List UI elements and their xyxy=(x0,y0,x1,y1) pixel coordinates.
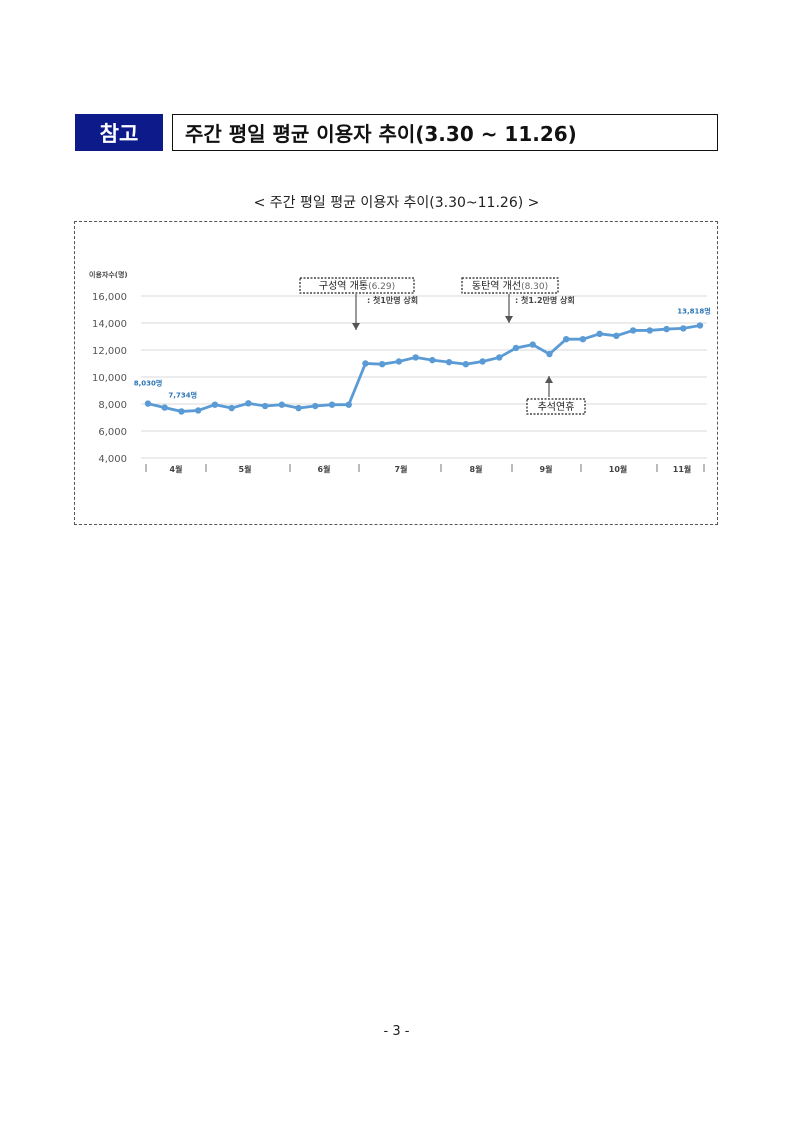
data-point xyxy=(462,360,470,368)
annotation-note: : 첫1.2만명 상회 xyxy=(515,295,575,305)
data-point xyxy=(144,400,152,407)
data-point xyxy=(512,344,520,352)
chart-frame: 이용자수(명) 4,000 6,000 8,000 10,000 12,000 14,000… xyxy=(74,221,718,525)
x-tick-label: 6월 xyxy=(318,464,331,474)
annotation-date: (6.29) xyxy=(368,282,395,292)
annotation-name: 동탄역 개선 xyxy=(472,280,521,292)
data-point xyxy=(328,401,336,408)
annotation-name: 구성역 개통 xyxy=(319,280,368,292)
x-tick-label: 10월 xyxy=(609,464,628,474)
data-point xyxy=(211,401,219,408)
annotation-arrow-head xyxy=(505,316,513,323)
x-tick-label: 8월 xyxy=(470,464,483,474)
data-point xyxy=(663,325,670,333)
data-point xyxy=(696,322,704,329)
data-point xyxy=(278,401,286,408)
data-point xyxy=(412,354,419,361)
data-point xyxy=(378,360,386,368)
data-point xyxy=(529,341,536,348)
x-tick-label: 9월 xyxy=(540,464,553,474)
annotation-arrow-head xyxy=(352,323,360,330)
data-point xyxy=(496,354,503,361)
data-point xyxy=(613,332,620,340)
x-tick-label: 7월 xyxy=(395,464,408,474)
annotation-name: 추석연휴 xyxy=(538,401,575,413)
reference-badge: 참고 xyxy=(75,114,163,151)
data-point xyxy=(261,402,269,410)
y-tick-label: 16,000 xyxy=(92,292,127,303)
annotation-box xyxy=(299,277,415,294)
annotation-arrow-head xyxy=(545,376,553,383)
annotation-title: 추석연휴 xyxy=(538,401,575,413)
data-point xyxy=(479,358,486,365)
x-tick-label: 5월 xyxy=(239,464,252,474)
data-point xyxy=(161,404,168,411)
y-tick-label: 10,000 xyxy=(92,373,127,384)
data-point xyxy=(228,404,235,412)
annotation-note: : 첫1만명 상회 xyxy=(367,295,418,305)
data-point xyxy=(646,327,654,334)
annotation-box xyxy=(461,277,559,294)
data-label: 8,030명 xyxy=(134,379,163,388)
x-tick-label: 4월 xyxy=(170,464,183,474)
data-point xyxy=(345,401,352,408)
x-tick-label: 11월 xyxy=(673,464,692,474)
data-point xyxy=(312,402,319,410)
line-chart: 이용자수(명) 4,000 6,000 8,000 10,000 12,000 14,000… xyxy=(89,270,711,474)
annotation-title: 동탄역 개선(8.30) xyxy=(472,280,548,292)
data-point xyxy=(562,336,570,343)
y-tick-label: 8,000 xyxy=(98,400,127,411)
data-label: 13,818명 xyxy=(677,306,710,315)
page-number: - 3 - xyxy=(383,1024,410,1039)
data-point xyxy=(429,356,436,364)
data-point xyxy=(445,358,453,366)
series-line xyxy=(147,324,701,413)
y-tick-label: 4,000 xyxy=(98,454,127,465)
y-tick-label: 6,000 xyxy=(98,427,127,438)
data-point xyxy=(178,408,185,415)
data-label: 7,734명 xyxy=(168,391,197,400)
y-axis-label: 이용자수(명) xyxy=(89,270,128,279)
section-header: 참고 주간 평일 평균 이용자 추이(3.30 ~ 11.26) xyxy=(75,114,718,151)
data-point xyxy=(194,407,202,414)
data-point xyxy=(295,404,302,412)
data-point xyxy=(395,358,403,365)
y-tick-label: 14,000 xyxy=(92,319,127,330)
data-point xyxy=(245,400,252,407)
data-point xyxy=(680,325,687,332)
y-tick-label: 12,000 xyxy=(92,346,127,357)
data-point xyxy=(362,360,369,367)
data-point xyxy=(546,350,553,358)
annotation-title: 구성역 개통(6.29) xyxy=(319,280,395,292)
data-point xyxy=(579,336,587,343)
chart-caption: < 주간 평일 평균 이용자 추이(3.30~11.26) > xyxy=(253,195,540,211)
data-point xyxy=(596,330,603,337)
section-title: 주간 평일 평균 이용자 추이(3.30 ~ 11.26) xyxy=(172,114,718,151)
data-point xyxy=(629,327,637,334)
annotation-date: (8.30) xyxy=(521,282,548,292)
annotation-box xyxy=(526,398,586,415)
